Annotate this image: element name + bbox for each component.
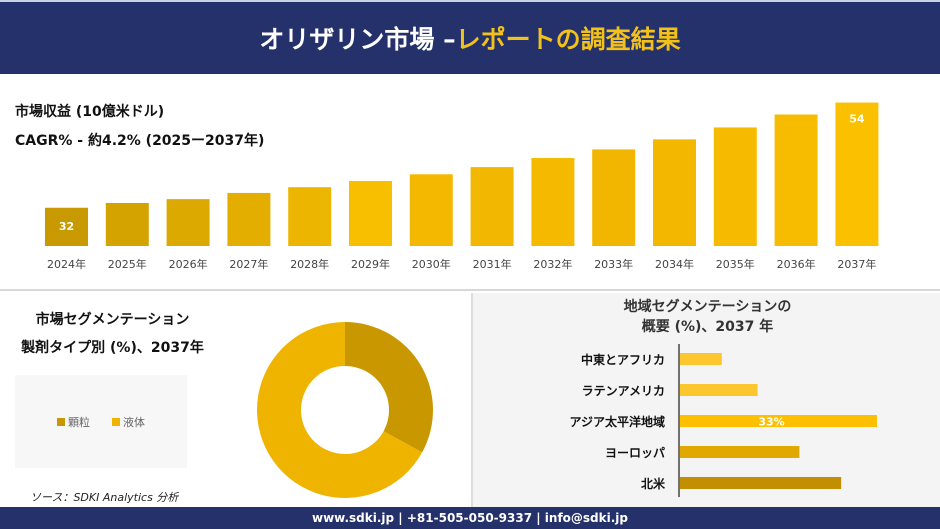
bar-北米 xyxy=(680,477,842,489)
bar-2036年 xyxy=(774,114,818,246)
cagr-label: CAGR% - 約4.2% (2025ー2037年) xyxy=(15,133,265,149)
bar-data-label: 33% xyxy=(758,416,784,429)
x-tick-label: 2024年 xyxy=(47,257,86,271)
title-main: オリザリン市場 – xyxy=(259,25,456,54)
category-label: 中東とアフリカ xyxy=(581,352,665,367)
donut-slice-液体 xyxy=(257,322,423,498)
x-tick-label: 2028年 xyxy=(290,257,329,271)
x-tick-label: 2033年 xyxy=(594,257,633,271)
footer-contact: www.sdki.jp | +81-505-050-9337 | info@sd… xyxy=(0,507,940,529)
bar-2033年 xyxy=(592,149,636,246)
x-tick-label: 2027年 xyxy=(229,257,268,271)
bar-2026年 xyxy=(166,199,210,246)
x-tick-label: 2029年 xyxy=(351,257,390,271)
bar-2037年 xyxy=(835,102,879,246)
bar-2028年 xyxy=(288,187,332,246)
x-tick-label: 2031年 xyxy=(473,257,512,271)
bar-ラテンアメリカ xyxy=(680,384,758,396)
x-tick-label: 2030年 xyxy=(412,257,451,271)
x-tick-label: 2034年 xyxy=(655,257,694,271)
type-segment-section: 市場セグメンテーション 製剤タイプ別 (%)、2037年 顆粒 液体 ソース：S… xyxy=(0,293,470,507)
bar-中東とアフリカ xyxy=(680,353,722,365)
x-tick-label: 2036年 xyxy=(777,257,816,271)
donut-legend: 顆粒 液体 xyxy=(15,375,187,468)
bar-2027年 xyxy=(227,192,271,246)
bar-2024年 xyxy=(45,207,88,246)
x-tick-label: 2037年 xyxy=(837,257,876,271)
legend-item-granule: 顆粒 xyxy=(57,414,90,430)
x-tick-label: 2026年 xyxy=(169,257,208,271)
bar-2032年 xyxy=(531,158,575,246)
bar-2025年 xyxy=(105,202,149,246)
region-segment-section: 地域セグメンテーションの 概要 (%)、2037 年 中東とアフリカ ラテンアメリ… xyxy=(471,293,940,507)
bar-2034年 xyxy=(653,139,696,246)
segment-title-2: 製剤タイプ別 (%)、2037年 xyxy=(21,340,204,356)
legend-item-liquid: 液体 xyxy=(112,414,145,430)
x-tick-label: 2035年 xyxy=(716,257,755,271)
bar-2031年 xyxy=(470,167,514,246)
source-note: ソース：SDKI Analytics 分析 xyxy=(30,491,179,504)
category-label: 北米 xyxy=(641,476,666,491)
donut-slice-顆粒 xyxy=(345,322,433,453)
bar-data-label: 32 xyxy=(59,220,74,233)
bar-ヨーロッパ xyxy=(680,446,800,458)
bar-アジア太平洋地域 xyxy=(680,415,877,427)
bar-2030年 xyxy=(409,174,453,246)
segment-title-1: 市場セグメンテーション xyxy=(35,312,190,328)
bar-data-label: 54 xyxy=(849,113,865,126)
revenue-label: 市場収益 (10億米ドル) xyxy=(15,104,165,120)
type-donut-chart xyxy=(257,322,433,498)
revenue-bar-chart: 2024年 32 2025年 2026年 2027年 2028年 2029年 2030年 203… xyxy=(45,102,879,271)
bar-2035年 xyxy=(713,127,757,246)
category-label: アジア太平洋地域 xyxy=(569,414,665,429)
category-label: ラテンアメリカ xyxy=(582,384,665,398)
revenue-section: 市場収益 (10億米ドル) CAGR% - 約4.2% (2025ー2037年)… xyxy=(0,74,940,291)
region-title: 地域セグメンテーションの 概要 (%)、2037 年 xyxy=(623,299,792,335)
title-highlight: レポートの調査結果 xyxy=(455,25,681,54)
bar-2029年 xyxy=(349,180,392,246)
category-label: ヨーロッパ xyxy=(605,446,665,460)
x-tick-label: 2025年 xyxy=(108,257,147,271)
x-tick-label: 2032年 xyxy=(533,257,572,271)
report-header: オリザリン市場 – レポートの調査結果 xyxy=(0,0,940,74)
